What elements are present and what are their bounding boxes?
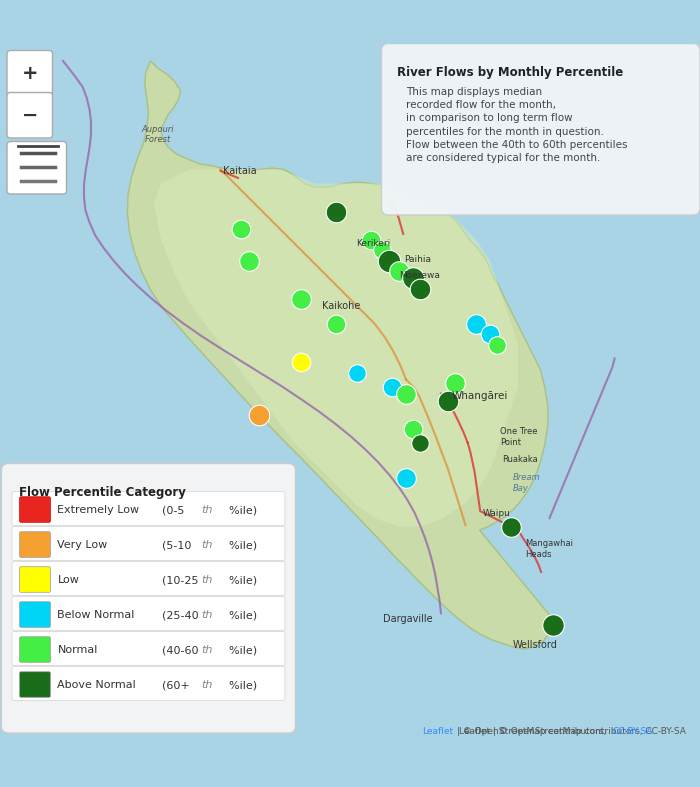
Text: This map displays median
recorded flow for the month,
in comparison to long term: This map displays median recorded flow f… <box>406 87 627 163</box>
Point <box>407 422 419 434</box>
Point <box>505 520 517 533</box>
Point <box>351 366 363 379</box>
Text: Above Normal: Above Normal <box>57 681 136 690</box>
Text: Kaitaia: Kaitaia <box>223 166 256 176</box>
FancyBboxPatch shape <box>20 567 50 593</box>
FancyBboxPatch shape <box>12 527 285 560</box>
Text: %ile): %ile) <box>222 611 257 620</box>
FancyBboxPatch shape <box>7 142 66 194</box>
Point <box>386 380 398 393</box>
Point <box>484 327 496 340</box>
Text: (5-10: (5-10 <box>162 541 195 550</box>
Text: %ile): %ile) <box>222 505 257 515</box>
Text: Extremely Low: Extremely Low <box>57 505 139 515</box>
Point <box>243 254 254 267</box>
Text: th: th <box>201 541 212 550</box>
FancyBboxPatch shape <box>12 597 285 630</box>
FancyBboxPatch shape <box>20 637 50 663</box>
Point <box>407 272 419 284</box>
Point <box>414 436 426 449</box>
Text: Bream
Bay: Bream Bay <box>512 474 540 493</box>
Text: River Flows by Monthly Percentile: River Flows by Monthly Percentile <box>397 66 623 79</box>
Text: Waipu: Waipu <box>483 509 511 519</box>
FancyBboxPatch shape <box>7 50 52 96</box>
Point <box>470 317 482 330</box>
Point <box>376 244 387 257</box>
Point <box>400 471 412 484</box>
Text: th: th <box>201 505 212 515</box>
Text: (10-25: (10-25 <box>162 575 202 586</box>
Point <box>449 377 461 390</box>
Text: Aupouri
Forest: Aupouri Forest <box>141 125 174 144</box>
Point <box>330 317 342 330</box>
Text: Kerikeri: Kerikeri <box>356 238 391 247</box>
Text: (40-60: (40-60 <box>162 645 202 656</box>
Text: Mangawhai
Heads: Mangawhai Heads <box>525 539 573 559</box>
FancyBboxPatch shape <box>20 602 50 627</box>
Text: %ile): %ile) <box>222 645 257 656</box>
Text: Normal: Normal <box>57 645 98 656</box>
Text: Flow Percentile Category: Flow Percentile Category <box>19 486 186 499</box>
Point <box>236 223 247 235</box>
FancyBboxPatch shape <box>20 497 50 523</box>
Point <box>330 205 342 218</box>
Text: Very Low: Very Low <box>57 541 108 550</box>
FancyBboxPatch shape <box>12 492 285 526</box>
Text: Paihia: Paihia <box>405 255 432 264</box>
Point <box>383 254 394 267</box>
Text: th: th <box>201 681 212 690</box>
Text: −: − <box>22 105 38 125</box>
Text: One Tree
Point: One Tree Point <box>500 427 538 446</box>
Text: Leaflet | © OpenStreetMap contributors, CC-BY-SA: Leaflet | © OpenStreetMap contributors, … <box>459 727 686 737</box>
Text: Below Normal: Below Normal <box>57 611 135 620</box>
FancyBboxPatch shape <box>12 631 285 666</box>
Point <box>393 264 405 277</box>
Point <box>547 619 559 631</box>
Text: Moerewa: Moerewa <box>399 272 440 280</box>
Text: (25-40: (25-40 <box>162 611 202 620</box>
FancyBboxPatch shape <box>1 464 295 733</box>
FancyBboxPatch shape <box>20 532 50 557</box>
Text: CC-BY-SA: CC-BY-SA <box>612 727 653 737</box>
Point <box>442 394 454 407</box>
Point <box>491 338 503 351</box>
Text: Whangārei: Whangārei <box>452 390 508 401</box>
Polygon shape <box>127 61 554 649</box>
Text: Low: Low <box>57 575 79 586</box>
Point <box>414 283 426 295</box>
Polygon shape <box>154 169 518 527</box>
Point <box>400 387 412 400</box>
Text: (0-5: (0-5 <box>162 505 188 515</box>
Text: Kaikohe: Kaikohe <box>323 301 360 311</box>
FancyBboxPatch shape <box>20 672 50 697</box>
FancyBboxPatch shape <box>7 93 52 138</box>
FancyBboxPatch shape <box>12 667 285 700</box>
Text: Wellsford: Wellsford <box>513 641 558 651</box>
Text: th: th <box>201 611 212 620</box>
Text: (60+: (60+ <box>162 681 194 690</box>
Text: %ile): %ile) <box>222 541 257 550</box>
Text: Ruakaka: Ruakaka <box>503 456 538 464</box>
Text: %ile): %ile) <box>222 681 257 690</box>
Text: th: th <box>201 645 212 656</box>
Point <box>295 293 307 305</box>
Point <box>365 233 377 246</box>
Point <box>295 356 307 368</box>
Text: %ile): %ile) <box>222 575 257 586</box>
Text: +: + <box>22 64 38 83</box>
Text: Leaflet: Leaflet <box>422 727 453 737</box>
Point <box>253 408 265 421</box>
Text: Dargaville: Dargaville <box>383 614 433 624</box>
FancyBboxPatch shape <box>382 43 700 215</box>
Text: | © OpenStreetMap contributors,: | © OpenStreetMap contributors, <box>454 727 609 737</box>
Text: th: th <box>201 575 212 586</box>
FancyBboxPatch shape <box>12 561 285 596</box>
